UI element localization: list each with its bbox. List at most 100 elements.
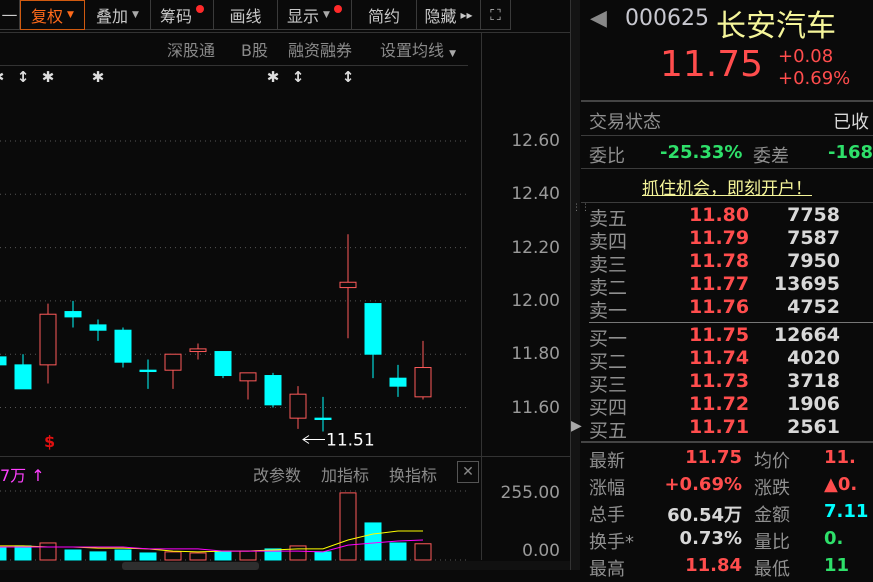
- orderbook-row-buy[interactable]: 买四 11.72 1906: [581, 393, 873, 419]
- low-price-label: 11.51: [326, 430, 375, 450]
- price-axis-tick: 12.00: [511, 290, 560, 311]
- switch-indicator-button[interactable]: 换指标: [389, 466, 438, 485]
- toolbar-button-1[interactable]: 叠加 ▼: [85, 0, 151, 30]
- candle-body: [289, 393, 307, 419]
- volume-bar: [14, 545, 32, 561]
- orderbook-row-sell[interactable]: 卖二 11.77 13695: [581, 273, 873, 299]
- divider: [581, 441, 873, 443]
- volume-bar: [414, 543, 432, 561]
- previous-stock-icon[interactable]: ◀: [590, 6, 607, 31]
- orderbook-row-sell[interactable]: 卖五 11.80 7758: [581, 204, 873, 230]
- level-label: 卖二: [589, 277, 628, 299]
- level-label: 卖一: [589, 300, 628, 322]
- divider: [0, 65, 468, 66]
- kline-chart[interactable]: 11.51: [0, 0, 482, 570]
- change-params-button[interactable]: 改参数: [253, 466, 302, 485]
- stat-value: 0.73%: [679, 528, 742, 549]
- level-volume: 7758: [787, 204, 840, 226]
- event-updown-icon[interactable]: ↕: [341, 68, 355, 86]
- event-star-icon[interactable]: ✱: [0, 68, 5, 86]
- b-share-link[interactable]: B股: [241, 41, 268, 60]
- chart-axis-border: [481, 33, 482, 560]
- stats-row: 最高 11.84 最低 11: [581, 555, 873, 582]
- event-star-icon[interactable]: ✱: [91, 68, 105, 86]
- more-icon: ▸▸: [460, 7, 473, 22]
- toolbar-button-label: 显示: [287, 6, 320, 26]
- collapse-arrow-icon[interactable]: ▶: [571, 418, 582, 434]
- stat-value: 60.54万: [667, 505, 742, 526]
- weibi-label: 委比: [589, 146, 625, 167]
- event-star-icon[interactable]: ✱: [41, 68, 55, 86]
- price-axis-tick: 11.80: [511, 344, 560, 365]
- fullscreen-button[interactable]: ⛶: [481, 0, 511, 30]
- chevron-down-icon: ▼: [132, 9, 139, 20]
- stats-row: 总手 60.54万 金额 7.11: [581, 501, 873, 528]
- orderbook-row-sell[interactable]: 卖三 11.78 7950: [581, 250, 873, 276]
- toolbar-button-6[interactable]: 隐藏 ▸▸: [417, 0, 481, 30]
- stat-value: 11.: [824, 447, 856, 468]
- level-volume: 4020: [787, 347, 840, 369]
- candle-body: [214, 351, 232, 377]
- fullscreen-icon: ⛶: [490, 5, 501, 24]
- candle-body: [64, 311, 82, 318]
- horizontal-scrollbar[interactable]: [0, 561, 570, 570]
- price-change: +0.08: [778, 46, 834, 67]
- panel-splitter[interactable]: ⋮⋮ ▶: [570, 0, 590, 570]
- stat-label: 涨幅: [589, 478, 625, 499]
- event-updown-icon[interactable]: ↕: [291, 68, 305, 86]
- price-change-pct: +0.69%: [778, 68, 851, 89]
- set-ma-dropdown[interactable]: 设置均线 ▼: [380, 37, 456, 61]
- level-label: 卖五: [589, 208, 628, 230]
- close-indicator-button[interactable]: ✕: [457, 461, 479, 483]
- volume-bar: [39, 542, 57, 561]
- event-star-icon[interactable]: ✱: [266, 68, 280, 86]
- price-axis-tick: 12.40: [511, 184, 560, 205]
- level-price: 11.79: [689, 227, 750, 249]
- candle-body: [389, 377, 407, 387]
- stat-label: 总手: [589, 505, 625, 526]
- event-updown-icon[interactable]: ↕: [16, 68, 30, 86]
- chevron-down-icon: ▼: [67, 10, 74, 20]
- add-indicator-button[interactable]: 加指标: [321, 466, 370, 485]
- divider: [589, 322, 873, 323]
- level-price: 11.71: [689, 416, 750, 438]
- stat-value: 7.11: [824, 501, 869, 522]
- shenzhen-connect-link[interactable]: 深股通: [167, 41, 216, 60]
- scrollbar-thumb[interactable]: [122, 562, 259, 570]
- toolbar-button-4[interactable]: 显示 ▼: [278, 0, 352, 30]
- toolbar-button-0[interactable]: 复权 ▼: [20, 0, 85, 30]
- candle-body: [264, 375, 282, 406]
- orderbook-row-buy[interactable]: 买二 11.74 4020: [581, 347, 873, 373]
- toolbar-button-2[interactable]: 筹码: [151, 0, 214, 30]
- orderbook-row-buy[interactable]: 买一 11.75 12664: [581, 324, 873, 350]
- volume-bar: [289, 545, 307, 561]
- stat-value: ▲0.: [824, 474, 858, 495]
- candle-body: [139, 369, 157, 373]
- toolbar-button-3[interactable]: 画线: [214, 0, 278, 30]
- orderbook-row-buy[interactable]: 买三 11.73 3718: [581, 370, 873, 396]
- toolbar-button-label: 隐藏: [424, 6, 457, 26]
- weicha-label: 委差: [753, 146, 789, 167]
- orderbook-row-sell[interactable]: 卖一 11.76 4752: [581, 296, 873, 322]
- open-account-link[interactable]: 抓住机会，即刻开户！: [642, 179, 812, 199]
- volume-bar: [264, 548, 282, 561]
- level-label: 买一: [589, 328, 628, 350]
- stat-value: 11.75: [685, 447, 742, 468]
- toolbar-button-label: 复权: [31, 7, 64, 26]
- level-label: 买四: [589, 397, 628, 419]
- orderbook-row-sell[interactable]: 卖四 11.79 7587: [581, 227, 873, 253]
- volume-bar: [339, 492, 357, 561]
- margin-trading-link[interactable]: 融资融券: [288, 41, 353, 60]
- weibi-value: -25.33%: [660, 142, 743, 163]
- level-price: 11.72: [689, 393, 750, 415]
- drag-handle-icon[interactable]: ⋮⋮: [572, 203, 590, 213]
- orderbook-row-buy[interactable]: 买五 11.71 2561: [581, 416, 873, 442]
- toolbar-button-5[interactable]: 简约: [352, 0, 417, 30]
- candle-body: [39, 313, 57, 366]
- dividend-marker-icon[interactable]: $: [44, 432, 56, 451]
- candle-body: [239, 372, 257, 382]
- level-price: 11.76: [689, 296, 750, 318]
- toolbar-partial-button[interactable]: —: [0, 0, 20, 30]
- stat-value: 11.84: [685, 555, 742, 576]
- divider: [0, 32, 570, 33]
